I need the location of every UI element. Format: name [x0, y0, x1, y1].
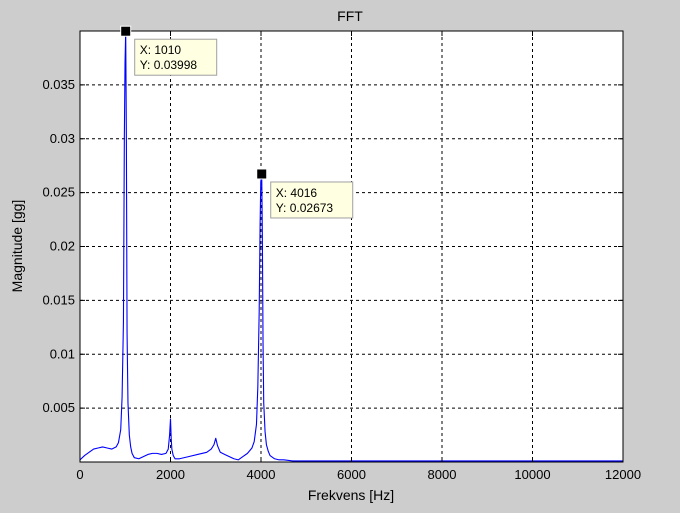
x-tick-label: 4000 — [247, 467, 276, 482]
x-tick-label: 2000 — [156, 467, 185, 482]
x-tick-label: 6000 — [337, 467, 366, 482]
y-tick-label: 0.005 — [42, 400, 75, 415]
grid-lines — [80, 31, 623, 462]
x-tick-label: 0 — [76, 467, 83, 482]
x-tick-labels: 0 2000 4000 6000 8000 10000 12000 — [76, 467, 641, 482]
data-tip-box — [134, 38, 218, 76]
data-tip-y: Y: 0.03998 — [140, 58, 198, 72]
y-tick-label: 0.015 — [42, 292, 75, 307]
axis-ticks — [79, 31, 624, 462]
data-tip-marker[interactable] — [256, 168, 268, 180]
data-tip-box — [270, 181, 354, 219]
x-axis-label: Frekvens [Hz] — [308, 487, 394, 503]
fft-magnitude-line — [80, 31, 623, 462]
data-tip-x: X: 1010 — [140, 43, 182, 57]
x-tick-label: 12000 — [605, 467, 641, 482]
data-tip-marker[interactable] — [120, 25, 132, 37]
y-tick-label: 0.035 — [42, 77, 75, 92]
x-tick-label: 8000 — [428, 467, 457, 482]
y-tick-label: 0.02 — [50, 239, 75, 254]
y-tick-label: 0.01 — [50, 346, 75, 361]
data-tip-y: Y: 0.02673 — [276, 201, 334, 215]
data-tip-x: X: 4016 — [276, 186, 318, 200]
y-tick-labels: 0.005 0.01 0.015 0.02 0.025 0.03 0.035 — [42, 77, 75, 415]
chart-title: FFT — [337, 8, 363, 24]
y-axis-label: Magnitude [gg] — [9, 200, 25, 293]
y-tick-label: 0.03 — [50, 131, 75, 146]
y-tick-label: 0.025 — [42, 185, 75, 200]
x-tick-label: 10000 — [514, 467, 550, 482]
